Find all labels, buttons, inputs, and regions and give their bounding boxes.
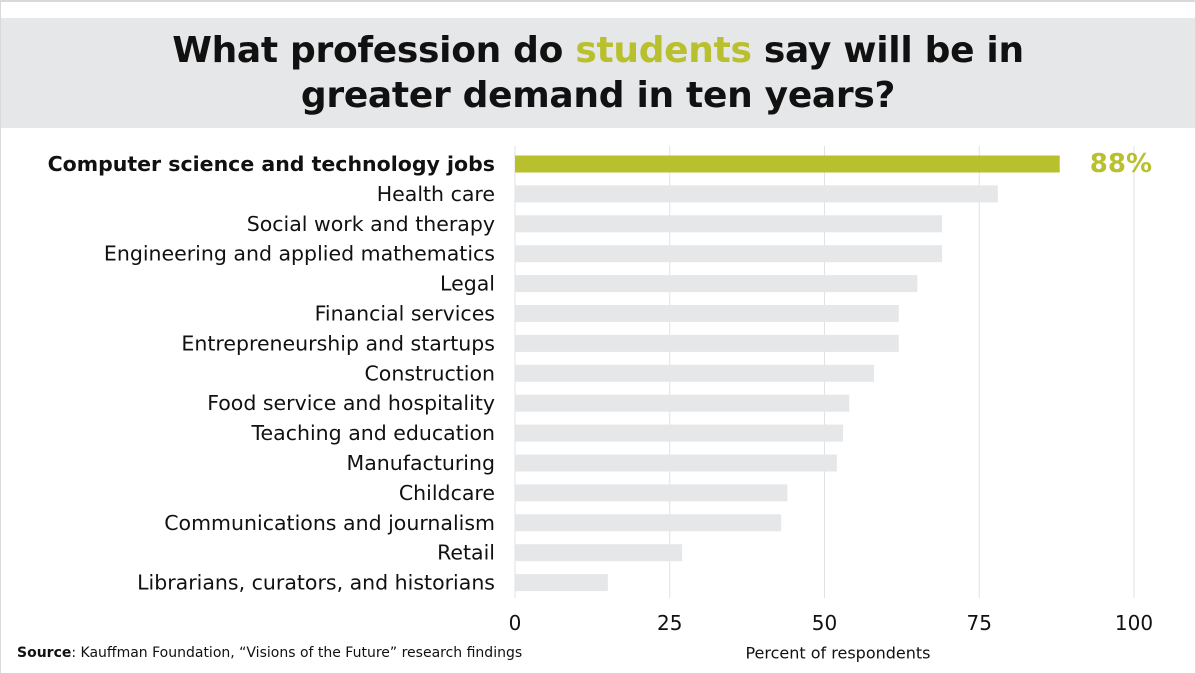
category-label-1: Health care	[377, 182, 495, 206]
bar-0	[515, 155, 1060, 173]
bar-13	[515, 544, 683, 562]
bar-5	[515, 305, 899, 322]
bar-14	[515, 574, 608, 592]
category-label-6: Entrepreneurship and startups	[181, 331, 495, 355]
source-text: : Kauffman Foundation, “Visions of the F…	[71, 645, 523, 661]
category-label-7: Construction	[364, 361, 495, 385]
category-label-10: Manufacturing	[347, 451, 495, 475]
bar-2	[515, 215, 943, 233]
bar-10	[515, 454, 837, 472]
x-tick-label-100: 100	[1115, 611, 1153, 635]
bar-4	[515, 275, 918, 293]
value-label-highlight: 88%	[1090, 149, 1152, 179]
category-label-9: Teaching and education	[251, 421, 496, 445]
title-part2: say will be in greater demand in ten yea…	[300, 30, 1024, 116]
title-part1: What profession do	[172, 30, 576, 71]
category-label-3: Engineering and applied mathematics	[104, 242, 495, 266]
category-label-14: Librarians, curators, and historians	[137, 571, 495, 595]
chart-title: What profession do students say will be …	[98, 28, 1098, 118]
bar-12	[515, 514, 782, 532]
bar-1	[515, 185, 998, 203]
bar-3	[515, 245, 943, 263]
bar-7	[515, 364, 875, 382]
category-label-11: Childcare	[399, 481, 495, 505]
x-axis-label: Percent of respondents	[745, 644, 930, 663]
source-note: Source: Kauffman Foundation, “Visions of…	[17, 645, 522, 661]
bar-8	[515, 394, 850, 412]
category-label-12: Communications and journalism	[164, 511, 495, 535]
bar-9	[515, 424, 844, 442]
category-label-13: Retail	[437, 541, 495, 565]
category-label-4: Legal	[440, 272, 495, 296]
x-tick-label-25: 25	[657, 611, 682, 635]
x-tick-label-75: 75	[967, 611, 992, 635]
bar-11	[515, 484, 788, 502]
x-tick-label-0: 0	[509, 611, 522, 635]
x-tick-label-50: 50	[812, 611, 837, 635]
title-band: What profession do students say will be …	[1, 18, 1195, 128]
bar-6	[515, 334, 899, 352]
title-highlight: students	[575, 30, 752, 71]
category-label-0: Computer science and technology jobs	[48, 152, 495, 176]
category-label-8: Food service and hospitality	[207, 391, 495, 415]
category-label-5: Financial services	[315, 302, 495, 326]
source-label: Source	[17, 645, 72, 661]
category-label-2: Social work and therapy	[247, 212, 495, 236]
